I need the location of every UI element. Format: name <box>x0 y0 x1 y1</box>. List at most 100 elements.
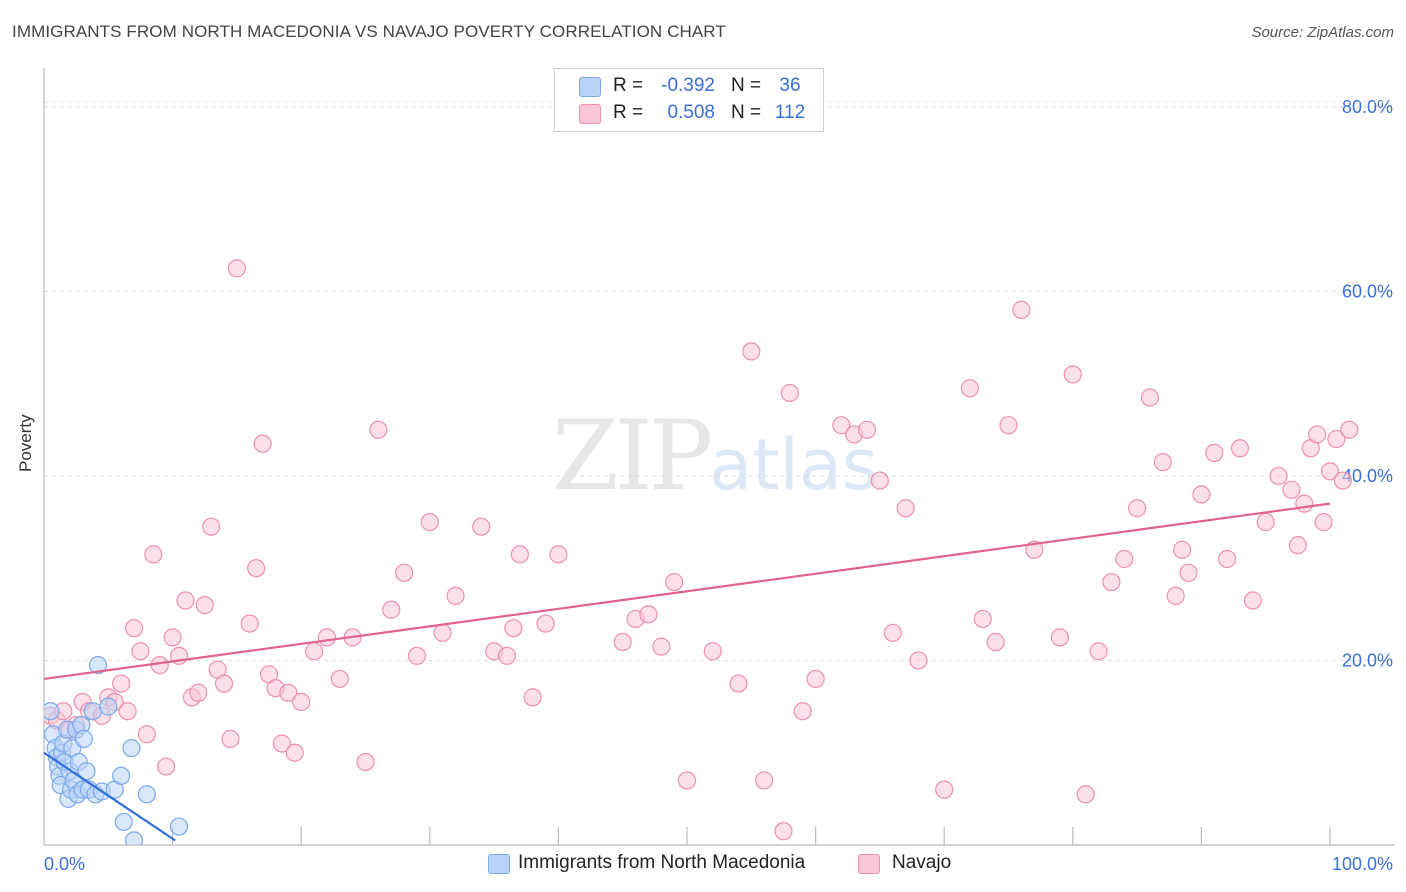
point-navajo <box>433 623 452 642</box>
point-navajo <box>1256 512 1275 532</box>
x-tick-label-min: 0.0% <box>44 854 85 874</box>
point-north-macedonia <box>44 702 60 721</box>
source-label: Source: ZipAtlas.com <box>1251 24 1394 41</box>
point-navajo <box>227 259 246 278</box>
point-navajo <box>253 434 272 453</box>
point-navajo <box>1115 549 1134 569</box>
point-navajo <box>292 692 311 712</box>
point-navajo <box>729 674 748 693</box>
legend-r-value: -0.392 <box>661 75 715 96</box>
point-navajo <box>857 420 877 439</box>
point-north-macedonia <box>74 729 93 748</box>
point-navajo <box>677 771 697 790</box>
bottom-legend-swatch-north-macedonia <box>488 854 510 874</box>
point-navajo <box>999 416 1018 435</box>
point-navajo <box>1230 439 1250 458</box>
chart-title: IMMIGRANTS FROM NORTH MACEDONIA VS NAVAJ… <box>12 22 726 41</box>
point-navajo <box>330 669 349 689</box>
trend-line-navajo <box>43 502 1331 681</box>
point-navajo <box>536 614 555 633</box>
point-navajo <box>420 512 439 532</box>
point-north-macedonia <box>169 817 189 836</box>
point-navajo <box>317 628 337 647</box>
bottom-legend-label-north-macedonia: Immigrants from North Macedonia <box>518 852 806 873</box>
point-navajo <box>221 729 240 748</box>
point-navajo <box>1314 512 1333 532</box>
legend-n-value: 112 <box>774 102 806 123</box>
point-navajo <box>285 743 304 762</box>
point-navajo <box>883 623 902 642</box>
point-navajo <box>304 642 324 661</box>
point-navajo <box>935 780 954 799</box>
legend-r-label: R = <box>613 102 644 123</box>
legend-row-north-macedonia: R = -0.392 N = 36 <box>555 73 823 99</box>
y-axis-label: Poverty <box>16 414 35 472</box>
point-north-macedonia <box>112 766 131 785</box>
point-navajo <box>1308 425 1327 444</box>
point-navajo <box>1179 563 1198 582</box>
y-tick-label: 80.0% <box>1342 97 1393 117</box>
trend-line-north-macedonia <box>43 751 176 842</box>
legend-box: R = -0.392 N = 36 R = 0.508 N = 112 <box>554 68 824 132</box>
point-north-macedonia <box>114 812 133 832</box>
point-navajo <box>1166 586 1185 605</box>
point-navajo <box>973 609 992 629</box>
point-north-macedonia <box>88 655 108 675</box>
point-navajo <box>163 628 182 647</box>
point-navajo <box>1320 462 1340 481</box>
point-navajo <box>1192 485 1211 504</box>
point-navajo <box>272 734 292 753</box>
point-navajo <box>639 605 658 624</box>
point-navajo <box>202 517 221 536</box>
point-navajo <box>150 655 169 675</box>
point-navajo <box>382 600 401 619</box>
legend-n-label: N = <box>731 75 762 96</box>
point-navajo <box>665 572 684 592</box>
y-tick-label: 40.0% <box>1342 466 1393 486</box>
point-navajo <box>144 545 163 564</box>
point-navajo <box>497 646 517 665</box>
point-north-macedonia <box>137 785 156 804</box>
point-navajo <box>896 499 915 518</box>
x-tick-label-max: 100.0% <box>1332 854 1393 874</box>
point-navajo <box>1295 494 1314 513</box>
point-north-macedonia <box>99 697 118 716</box>
point-navajo <box>549 545 568 564</box>
point-navajo <box>118 702 137 721</box>
point-navajo <box>1218 549 1237 569</box>
point-navajo <box>1063 365 1082 384</box>
point-navajo <box>176 591 195 610</box>
point-navajo <box>446 586 465 605</box>
point-north-macedonia <box>124 831 144 845</box>
point-navajo <box>870 471 890 490</box>
point-navajo <box>793 702 812 721</box>
point-navajo <box>510 545 529 564</box>
point-navajo <box>112 674 131 693</box>
point-north-macedonia <box>77 762 96 781</box>
point-north-macedonia <box>122 739 141 758</box>
point-navajo <box>1012 300 1031 319</box>
point-navajo <box>652 637 671 656</box>
point-navajo <box>124 619 144 638</box>
point-navajo <box>407 646 427 665</box>
point-navajo <box>356 752 375 772</box>
watermark-zip: ZIP <box>552 400 713 512</box>
point-navajo <box>1089 642 1108 661</box>
point-navajo <box>1288 536 1307 555</box>
point-navajo <box>157 757 176 776</box>
point-navajo <box>279 683 298 702</box>
y-tick-label: 20.0% <box>1342 650 1393 670</box>
point-navajo <box>394 563 414 582</box>
point-navajo <box>1205 443 1224 462</box>
point-navajo <box>1127 499 1147 518</box>
point-navajo <box>1076 785 1095 804</box>
bottom-legend-swatch-navajo <box>858 854 880 874</box>
point-navajo <box>774 822 793 841</box>
legend-r-value: 0.508 <box>667 102 715 123</box>
point-north-macedonia <box>83 702 102 721</box>
point-navajo <box>755 771 774 790</box>
point-navajo <box>1282 480 1301 499</box>
point-navajo <box>131 642 150 661</box>
point-navajo <box>960 379 980 398</box>
